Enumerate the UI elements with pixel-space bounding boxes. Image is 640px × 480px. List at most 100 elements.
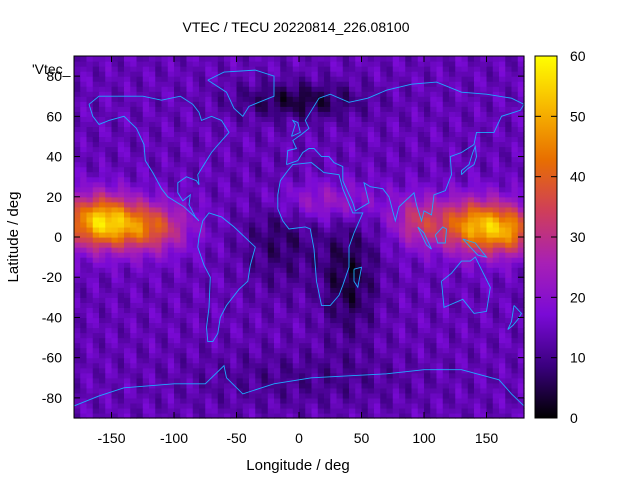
heatmap-cell [455, 171, 463, 178]
heatmap-cell [230, 242, 238, 248]
heatmap-cell [517, 322, 525, 329]
heatmap-cell [411, 272, 419, 278]
heatmap-cell [74, 161, 81, 168]
heatmap-cell [236, 237, 244, 243]
heatmap-cell [486, 126, 494, 133]
heatmap-cell [255, 131, 263, 138]
heatmap-cell [155, 211, 163, 218]
heatmap-cell [492, 377, 500, 384]
heatmap-cell [492, 131, 500, 138]
heatmap-cell [486, 96, 494, 102]
heatmap-cell [461, 322, 469, 329]
heatmap-cell [242, 186, 250, 193]
heatmap-cell [342, 186, 350, 193]
heatmap-cell [424, 226, 431, 233]
heatmap-cell [349, 206, 356, 213]
heatmap-cell [399, 216, 406, 223]
heatmap-cell [405, 377, 413, 384]
heatmap-cell [424, 211, 431, 218]
heatmap-cell [274, 121, 281, 127]
heatmap-cell [392, 357, 400, 364]
heatmap-cell [155, 146, 163, 153]
heatmap-cell [517, 292, 525, 298]
heatmap-cell [517, 86, 525, 92]
heatmap-cell [180, 272, 188, 278]
heatmap-cell [405, 342, 413, 349]
heatmap-cell [136, 196, 144, 203]
heatmap-cell [186, 231, 194, 238]
heatmap-cell [111, 66, 119, 72]
heatmap-cell [311, 352, 319, 359]
heatmap-cell [99, 106, 106, 112]
heatmap-cell [442, 106, 450, 112]
heatmap-cell [367, 151, 375, 158]
heatmap-cell [255, 282, 263, 288]
heatmap-cell [174, 377, 181, 384]
heatmap-cell [486, 352, 494, 359]
heatmap-cell [117, 247, 125, 253]
heatmap-cell [167, 237, 175, 243]
heatmap-cell [174, 337, 181, 344]
heatmap-cell [461, 176, 469, 183]
heatmap-cell [499, 312, 506, 319]
heatmap-cell [474, 186, 481, 193]
heatmap-cell [92, 76, 100, 82]
heatmap-cell [186, 322, 194, 329]
heatmap-cell [261, 362, 269, 369]
heatmap-cell [274, 342, 281, 349]
heatmap-cell [274, 247, 281, 253]
heatmap-cell [142, 181, 150, 188]
heatmap-cell [430, 407, 438, 414]
heatmap-cell [461, 146, 469, 153]
heatmap-cell [436, 292, 444, 298]
heatmap-cell [480, 357, 488, 364]
heatmap-cell [161, 126, 169, 133]
heatmap-cell [505, 377, 513, 384]
heatmap-cell [192, 257, 200, 263]
heatmap-cell [92, 267, 100, 273]
heatmap-cell [355, 262, 363, 268]
heatmap-cell [330, 302, 338, 308]
heatmap-cell [230, 372, 238, 379]
heatmap-cell [336, 267, 344, 273]
heatmap-cell [330, 272, 338, 278]
heatmap-cell [205, 287, 213, 293]
heatmap-cell [167, 357, 175, 364]
heatmap-cell [367, 257, 375, 263]
heatmap-cell [442, 252, 450, 258]
heatmap-cell [142, 201, 150, 208]
heatmap-cell [80, 141, 88, 148]
heatmap-cell [361, 342, 369, 349]
heatmap-cell [317, 121, 325, 127]
heatmap-cell [486, 171, 494, 178]
heatmap-cell [155, 151, 163, 158]
heatmap-cell [167, 292, 175, 298]
heatmap-cell [374, 231, 381, 238]
heatmap-cell [255, 71, 263, 77]
heatmap-cell [374, 307, 381, 314]
heatmap-cell [80, 226, 88, 233]
heatmap-cell [511, 126, 519, 133]
heatmap-cell [74, 237, 81, 243]
heatmap-cell [380, 362, 388, 369]
heatmap-cell [474, 332, 481, 339]
heatmap-cell [230, 216, 238, 223]
heatmap-cell [486, 382, 494, 389]
heatmap-cell [111, 206, 119, 213]
heatmap-cell [130, 392, 138, 399]
heatmap-cell [492, 307, 500, 314]
heatmap-cell [242, 267, 250, 273]
heatmap-cell [267, 86, 275, 92]
heatmap-cell [180, 352, 188, 359]
heatmap-cell [186, 407, 194, 414]
heatmap-cell [224, 382, 231, 389]
heatmap-cell [411, 352, 419, 359]
heatmap-cell [80, 267, 88, 273]
heatmap-cell [199, 362, 206, 369]
heatmap-cell [499, 131, 506, 138]
heatmap-cell [367, 141, 375, 148]
heatmap-cell [155, 252, 163, 258]
heatmap-cell [374, 141, 381, 148]
heatmap-cell [342, 101, 350, 107]
heatmap-cell [336, 171, 344, 178]
